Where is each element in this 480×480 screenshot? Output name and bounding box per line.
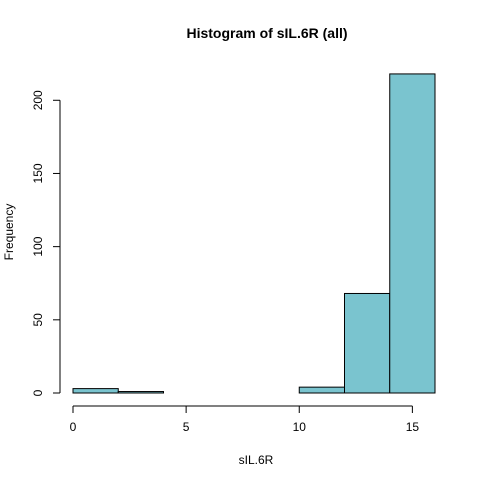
x-tick-label: 15 <box>406 420 420 434</box>
y-axis-label: Frequency <box>2 204 16 261</box>
x-tick-label: 0 <box>70 420 77 434</box>
chart-title: Histogram of sIL.6R (all) <box>186 25 347 41</box>
y-tick-label: 100 <box>31 236 45 256</box>
y-axis: 0 50 100 150 200 <box>31 90 61 396</box>
y-tick-label: 50 <box>31 313 45 327</box>
histogram-bar <box>298 386 345 394</box>
x-axis: 0 5 10 15 <box>70 405 420 434</box>
x-tick-label: 10 <box>293 420 307 434</box>
x-axis-label: sIL.6R <box>239 453 274 467</box>
x-tick-label: 5 <box>183 420 190 434</box>
histogram-bar <box>117 391 164 394</box>
y-tick-label: 0 <box>31 389 45 396</box>
histogram-bar <box>389 73 436 394</box>
histogram-bar <box>72 388 119 394</box>
histogram-bar <box>344 292 391 394</box>
bars-group <box>72 73 436 394</box>
y-tick-label: 200 <box>31 90 45 110</box>
y-tick-label: 150 <box>31 163 45 183</box>
